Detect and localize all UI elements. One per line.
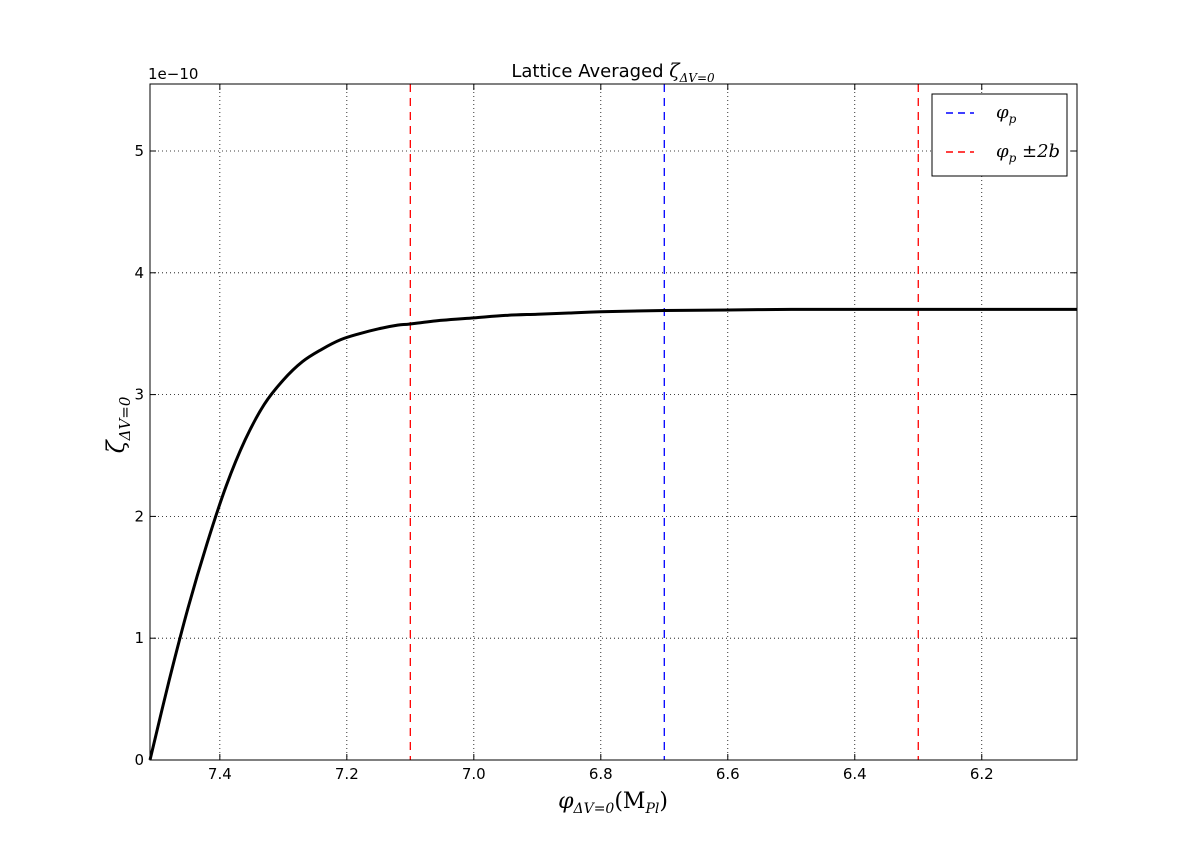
chart-title-text: Lattice Averaged [511, 61, 669, 82]
y-tick-label: 1 [134, 629, 144, 647]
legend-label: φp [996, 102, 1017, 126]
legend: φp φp ±2b [931, 93, 1068, 177]
y-tick-label: 5 [134, 142, 144, 160]
x-tick-label: 7.4 [208, 765, 232, 783]
legend-label-symbol: φ [996, 141, 1009, 162]
chart-title-math: ζ [669, 60, 681, 82]
x-tick-label: 6.6 [716, 765, 740, 783]
x-tick-label: 7.2 [335, 765, 359, 783]
x-axis-label-rest: (M [614, 789, 645, 814]
x-tick-label: 6.4 [843, 765, 867, 783]
series-line [148, 307, 1077, 761]
y-tick-label: 3 [134, 386, 144, 404]
reference-lines [409, 84, 919, 760]
grid-lines [150, 84, 1077, 760]
x-tick-label: 7.0 [462, 765, 486, 783]
y-tick-label: 0 [134, 751, 144, 769]
legend-item-phi-p-pm-2b: φp ±2b [946, 141, 1060, 165]
legend-label-symbol: φ [996, 102, 1009, 123]
axis-ticks: 7.4 7.2 7.0 6.8 6.6 6.4 6.2 0 1 2 3 4 5 [134, 84, 1077, 783]
data-series [148, 307, 1077, 761]
y-tick-label: 4 [134, 264, 144, 282]
x-axis-label-rest-subscript: Pl [644, 801, 659, 817]
x-axis-label-subscript: ΔV=0 [572, 801, 614, 817]
legend-box [931, 93, 1068, 177]
y-axis-label-subscript: ΔV=0 [116, 396, 134, 441]
legend-item-phi-p: φp [946, 102, 1017, 126]
legend-label-subscript: p [1009, 112, 1017, 126]
y-axis-label: ζΔV=0 [102, 396, 134, 453]
chart-title: Lattice Averaged ζΔV=0 [511, 60, 715, 85]
x-axis-label: φΔV=0(MPl) [558, 789, 668, 817]
x-axis-label-close: ) [659, 789, 668, 814]
plot-frame [149, 83, 1078, 761]
x-axis-label-symbol: φ [558, 789, 574, 814]
chart-title-math-sub: ΔV=0 [679, 71, 715, 85]
y-axis-offset-text: 1e−10 [148, 65, 198, 83]
legend-label-extra: ±2b [1016, 141, 1060, 162]
legend-label-subscript: p [1009, 151, 1017, 165]
y-tick-label: 2 [134, 507, 144, 525]
x-tick-label: 6.2 [970, 765, 994, 783]
y-axis-label-symbol: ζ [102, 438, 130, 453]
legend-label: φp ±2b [996, 141, 1060, 165]
x-tick-label: 6.8 [589, 765, 613, 783]
